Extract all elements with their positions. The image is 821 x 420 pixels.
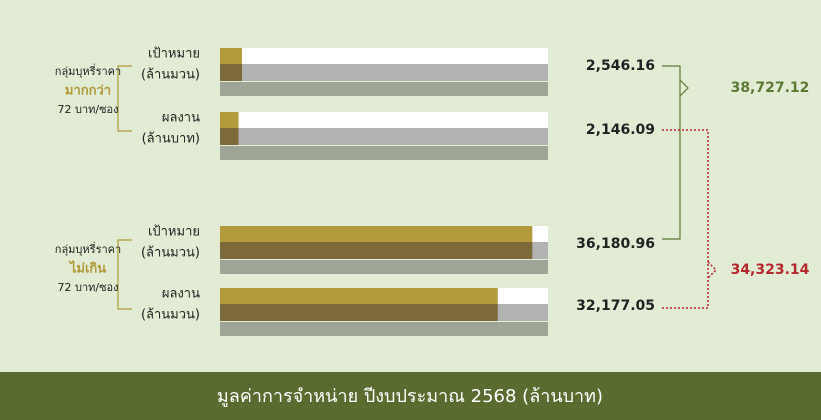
- row-label: ผลงาน: [162, 287, 200, 302]
- total-label: 38,727.12: [731, 80, 810, 96]
- bar-top: [220, 48, 242, 64]
- group-label: กลุ่มบุหรี่ราคา: [55, 241, 121, 256]
- bar-bottom: [220, 242, 533, 259]
- value-label: 2,546.16: [586, 58, 655, 74]
- value-label: 2,146.09: [586, 122, 655, 138]
- row-label: ผลงาน: [162, 111, 200, 126]
- group-bracket: [117, 239, 132, 310]
- bar-track-top: [220, 112, 548, 128]
- bar-top: [220, 226, 533, 242]
- group-label: กลุ่มบุหรี่ราคา: [55, 63, 121, 78]
- bar-track-bottom: [220, 146, 548, 160]
- row-label: เป้าหมาย: [148, 225, 200, 240]
- group-label: 72 บาท/ซอง: [57, 281, 118, 294]
- bar-top: [220, 112, 239, 128]
- bar-track-bottom: [220, 82, 548, 96]
- bar-track-top: [220, 48, 548, 64]
- bar-track-bottom: [220, 322, 548, 336]
- row-label: (ล้านมวน): [141, 68, 200, 83]
- bar-track-middle: [220, 128, 548, 145]
- row-label: (ล้านมวน): [141, 308, 200, 323]
- footer-band: [0, 372, 821, 420]
- group-label: 72 บาท/ซอง: [57, 103, 118, 116]
- chart-title: มูลค่าการจำหน่าย ปีงบประมาณ 2568 (ล้านบา…: [217, 386, 603, 407]
- bar-track-bottom: [220, 260, 548, 274]
- group-bracket: [117, 65, 132, 132]
- target-pointer: [679, 79, 689, 97]
- row-label: เป้าหมาย: [148, 47, 200, 62]
- row-label: (ล้านบาท): [142, 132, 200, 147]
- group-label: ไม่เกิน: [68, 260, 106, 277]
- row-label: (ล้านมวน): [141, 246, 200, 261]
- target-connector: [662, 65, 681, 240]
- value-label: 32,177.05: [576, 298, 655, 314]
- value-label: 36,180.96: [576, 236, 655, 252]
- group-label: มากกว่า: [65, 84, 111, 99]
- bar-top: [220, 288, 498, 304]
- bar-bottom: [220, 304, 498, 321]
- bar-bottom: [220, 128, 239, 145]
- bar-track-middle: [220, 64, 548, 81]
- bar-bottom: [220, 64, 242, 81]
- total-label: 34,323.14: [731, 262, 810, 278]
